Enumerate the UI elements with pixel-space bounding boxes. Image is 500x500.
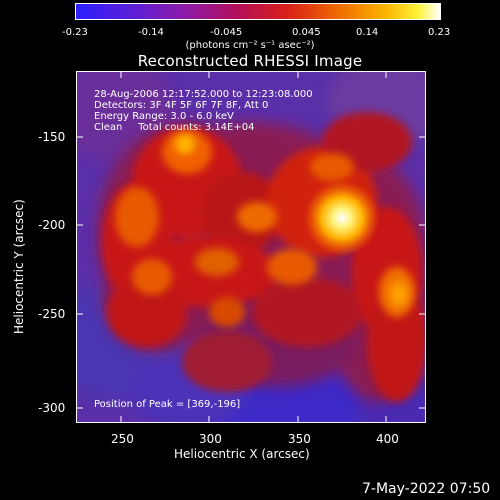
- y-tick-label: -200: [38, 218, 66, 232]
- colorbar-tick-label: -0.045: [210, 27, 243, 38]
- colorbar-units: (photons cm⁻² s⁻¹ asec⁻²): [185, 40, 315, 51]
- detectors-info: Detectors: 3F 4F 5F 6F 7F 8F, Att 0: [94, 100, 269, 111]
- rhessi-image: [77, 72, 425, 422]
- y-tick-label: -250: [38, 307, 66, 321]
- energy-range: Energy Range: 3.0 - 6.0 keV: [94, 111, 234, 122]
- clean-total-counts: Clean Total counts: 3.14E+04: [94, 122, 255, 133]
- x-axis-label: Heliocentric X (arcsec): [174, 447, 310, 461]
- colorbar-tick-label: 0.045: [292, 27, 321, 38]
- plot-title: Reconstructed RHESSI Image: [137, 52, 363, 70]
- peak-position: Position of Peak = [369,-196]: [94, 399, 241, 410]
- x-tick-label: 350: [288, 432, 311, 446]
- colorbar-tick-label: 0.14: [356, 27, 379, 38]
- x-tick-label: 300: [199, 432, 222, 446]
- y-axis-label: Heliocentric Y (arcsec): [12, 199, 26, 334]
- colorbar-tick-label: -0.14: [138, 27, 164, 38]
- colorbar-tick-label: 0.23: [428, 27, 451, 38]
- footer-date: 7-May-2022 07:50: [362, 481, 491, 497]
- colorbar-tick-label: -0.23: [62, 27, 88, 38]
- observation-time: 28-Aug-2006 12:17:52.000 to 12:23:08.000: [94, 89, 313, 100]
- x-tick-label: 400: [376, 432, 399, 446]
- peak-source: [304, 180, 380, 256]
- image-frame: [76, 71, 426, 423]
- x-tick-label: 250: [111, 432, 134, 446]
- colorbar: [75, 3, 441, 20]
- y-tick-label: -300: [38, 401, 66, 415]
- y-tick-label: -150: [38, 130, 66, 144]
